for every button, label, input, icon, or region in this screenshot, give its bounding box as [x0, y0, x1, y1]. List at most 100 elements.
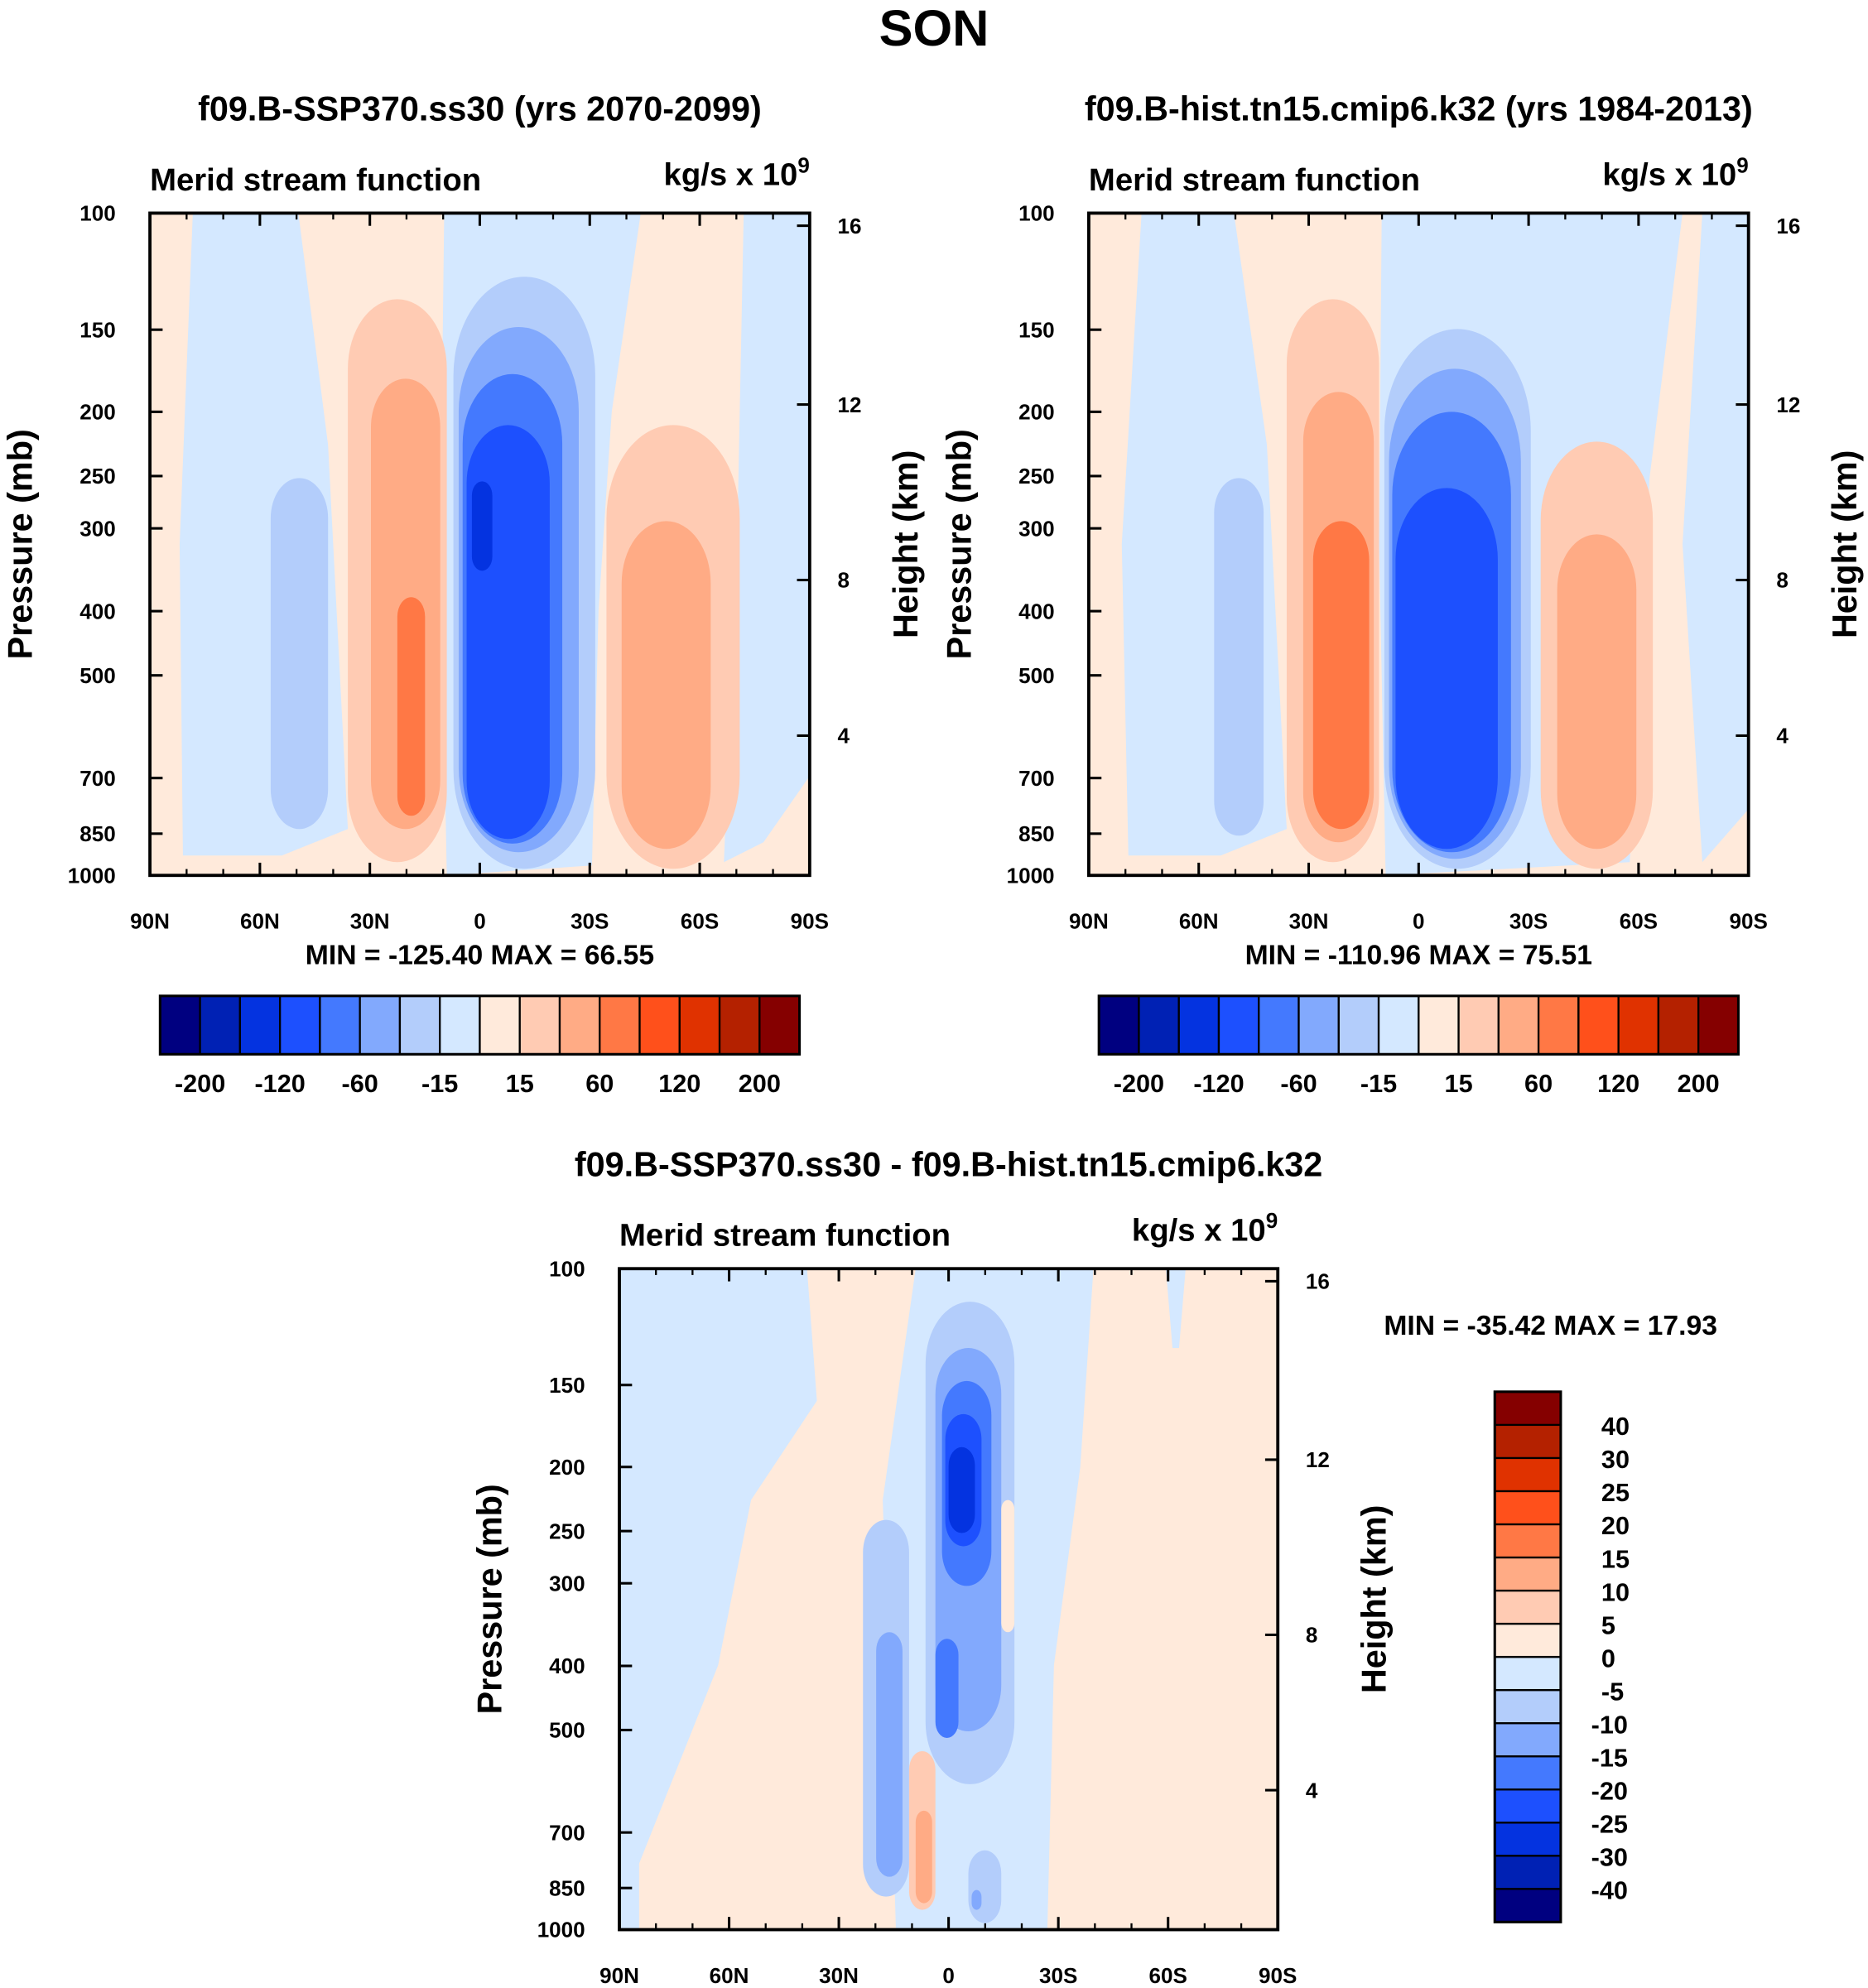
contour-field: [150, 213, 810, 876]
contour-region: [1557, 534, 1637, 850]
y-tick-label: 300: [79, 516, 115, 541]
colorbar-swatch: [1177, 994, 1220, 1056]
panel-title: f09.B-hist.tn15.cmip6.k32 (yrs 1984-2013…: [1085, 90, 1753, 128]
colorbar-swatch: [439, 994, 481, 1056]
min-max-stats: MIN = -110.96 MAX = 75.51: [1245, 939, 1592, 970]
colorbar-swatch: [319, 994, 361, 1056]
units-text: kg/s x 10: [1602, 157, 1736, 193]
colorbar-swatch: [1494, 1888, 1562, 1923]
contour-region: [971, 1889, 982, 1910]
contour-region: [876, 1632, 903, 1877]
x-tick-label: 90N: [599, 1963, 639, 1988]
y-tick-label: 850: [549, 1875, 585, 1900]
colorbar-label: 10: [1601, 1578, 1630, 1606]
colorbar-swatch: [159, 994, 201, 1056]
colorbar-label: 25: [1601, 1479, 1630, 1507]
colorbar-swatch: [1457, 994, 1500, 1056]
colorbar-label: 15: [1445, 1070, 1473, 1098]
y-tick-label: 850: [79, 821, 115, 846]
colorbar-label: -120: [1193, 1070, 1244, 1098]
colorbar-swatch: [1497, 994, 1540, 1056]
y-tick-label: 1000: [537, 1918, 585, 1942]
x-tick-label: 0: [474, 909, 485, 934]
figure-title: SON: [879, 0, 989, 56]
y-axis-label: Pressure (mb): [2, 429, 40, 659]
colorbar-swatch: [1337, 994, 1380, 1056]
y-tick-label: 100: [1018, 201, 1054, 226]
y-tick-label: 1000: [1007, 863, 1055, 888]
x-tick-label: 0: [1413, 909, 1424, 934]
y-tick-label: 700: [79, 766, 115, 791]
plot-frame: [1087, 211, 1750, 878]
contour-region: [638, 1268, 916, 1930]
y-tick-label: 500: [1018, 663, 1054, 688]
contour-region: [915, 1810, 932, 1904]
x-tick-label: 60N: [240, 909, 280, 934]
colorbar-label: 60: [1524, 1070, 1553, 1098]
colorbar-swatch: [1494, 1788, 1562, 1824]
units-text: kg/s x 10: [664, 157, 798, 193]
colorbar-swatch: [359, 994, 402, 1056]
colorbar-label: 30: [1601, 1446, 1630, 1474]
contour-field: [1088, 213, 1749, 876]
y-tick-label: 500: [79, 663, 115, 688]
x-tick-label: 0: [942, 1963, 954, 1988]
colorbar-swatch: [758, 994, 801, 1056]
x-tick-label: 30S: [1039, 1963, 1077, 1988]
colorbar-swatch: [1494, 1456, 1562, 1493]
units-label: kg/s x 109: [664, 152, 810, 192]
colorbar-label: 0: [1601, 1644, 1615, 1673]
units-exponent: 9: [1736, 152, 1748, 177]
contour-region: [968, 1850, 1002, 1923]
x-tick-label: 90N: [130, 909, 170, 934]
y-right-tick-label: 4: [1776, 724, 1789, 749]
colorbar-frame: [158, 994, 802, 1056]
contour-region: [724, 213, 810, 863]
x-tick-label: 30N: [819, 1963, 859, 1988]
y-tick-label: 250: [549, 1519, 585, 1543]
contour-region: [471, 481, 493, 571]
y-tick-label: 200: [79, 400, 115, 425]
colorbar-swatch: [398, 994, 441, 1056]
min-max-stats: MIN = -35.42 MAX = 17.93: [1384, 1310, 1717, 1341]
colorbar-swatch: [1418, 994, 1460, 1056]
colorbar-swatch: [1494, 1855, 1562, 1890]
colorbar-label: 20: [1601, 1512, 1630, 1540]
colorbar: -200 -120 -60 -15 15 60 120 200: [1097, 994, 1740, 1098]
colorbar-label: 15: [1601, 1545, 1630, 1573]
colorbar-swatch: [1494, 1655, 1562, 1692]
colorbar-label: 5: [1601, 1611, 1615, 1639]
y-right-tick-label: 16: [1306, 1269, 1330, 1294]
x-tick-label: 30S: [1509, 909, 1548, 934]
colorbar-label: 40: [1601, 1413, 1630, 1441]
colorbar-swatch: [479, 994, 521, 1056]
y-tick-label: 150: [79, 317, 115, 342]
x-tick-label: 90S: [1730, 909, 1768, 934]
units-text: kg/s x 10: [1132, 1213, 1266, 1249]
y-right-axis-label: Height (km): [1355, 1505, 1393, 1693]
x-tick-label: 60S: [681, 909, 719, 934]
colorbar-swatch: [1494, 1822, 1562, 1857]
min-max-stats: MIN = -125.40 MAX = 66.55: [306, 939, 654, 970]
colorbar-swatch: [1494, 1423, 1562, 1460]
contour-region: [1047, 1268, 1278, 1930]
units-exponent: 9: [797, 152, 809, 177]
colorbar-label: -15: [1360, 1070, 1397, 1098]
y-tick-label: 100: [79, 201, 115, 226]
contour-region: [1395, 488, 1498, 850]
y-tick-label: 100: [549, 1256, 585, 1281]
colorbar-label: -120: [254, 1070, 305, 1098]
colorbar-swatch: [1617, 994, 1660, 1056]
x-tick-label: 60S: [1149, 1963, 1187, 1988]
colorbar-label: 120: [1597, 1070, 1639, 1098]
panel-title: f09.B-SSP370.ss30 (yrs 2070-2099): [198, 90, 762, 128]
colorbar-frame: [1097, 994, 1740, 1056]
y-tick-label: 300: [1018, 516, 1054, 541]
y-tick-label: 1000: [68, 863, 116, 888]
colorbar-swatch: [1494, 1490, 1562, 1526]
colorbar-label: -60: [342, 1070, 378, 1098]
y-right-tick-label: 8: [1306, 1623, 1317, 1648]
x-tick-label: 30N: [350, 909, 390, 934]
y-tick-label: 400: [79, 599, 115, 623]
y-tick-label: 300: [549, 1571, 585, 1596]
